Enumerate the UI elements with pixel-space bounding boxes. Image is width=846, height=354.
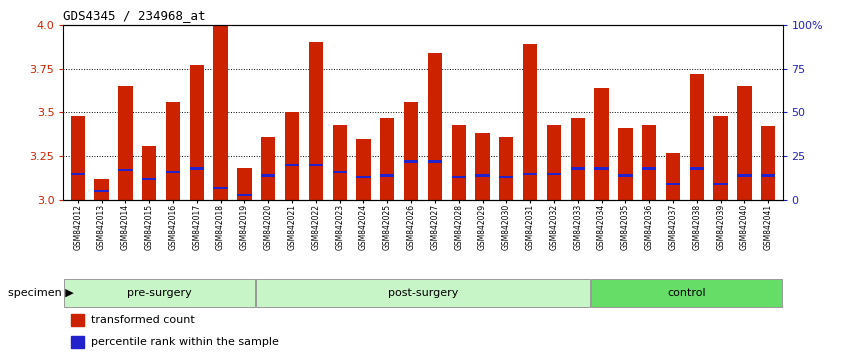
Bar (95, 190, 108, 192)
Text: post-surgery: post-surgery (387, 288, 459, 298)
Text: specimen ▶: specimen ▶ (8, 288, 74, 298)
Bar (332, 171, 347, 173)
Bar (713, 116, 728, 200)
Bar (166, 102, 180, 200)
Bar (452, 125, 466, 200)
Bar (213, 187, 228, 189)
Bar (666, 183, 680, 185)
Bar (428, 160, 442, 162)
Bar (70, 336, 84, 348)
Bar (523, 44, 537, 200)
Bar (591, 279, 782, 307)
Bar (738, 175, 751, 177)
Text: pre-surgery: pre-surgery (127, 288, 192, 298)
Text: percentile rank within the sample: percentile rank within the sample (91, 337, 278, 347)
Bar (255, 279, 591, 307)
Bar (356, 176, 371, 178)
Bar (95, 179, 108, 200)
Bar (618, 128, 633, 200)
Bar (738, 86, 751, 200)
Bar (70, 173, 85, 175)
Bar (523, 173, 537, 175)
Bar (190, 167, 204, 170)
Bar (285, 113, 299, 200)
Bar (428, 53, 442, 200)
Bar (261, 175, 275, 177)
Bar (547, 125, 561, 200)
Bar (642, 125, 656, 200)
Bar (642, 167, 656, 170)
Bar (713, 183, 728, 185)
Bar (452, 176, 466, 178)
Bar (261, 137, 275, 200)
Text: GDS4345 / 234968_at: GDS4345 / 234968_at (63, 9, 206, 22)
Bar (285, 164, 299, 166)
Bar (571, 118, 585, 200)
Bar (166, 171, 180, 173)
Bar (761, 126, 776, 200)
Bar (380, 175, 394, 177)
Bar (142, 178, 157, 180)
Bar (666, 153, 680, 200)
Bar (475, 133, 490, 200)
Text: transformed count: transformed count (91, 315, 195, 325)
Bar (475, 175, 490, 177)
Bar (761, 175, 776, 177)
Bar (595, 88, 609, 200)
Bar (118, 169, 133, 171)
Bar (380, 118, 394, 200)
Bar (618, 175, 633, 177)
Bar (64, 279, 255, 307)
Bar (404, 160, 418, 162)
Bar (499, 137, 514, 200)
Bar (689, 167, 704, 170)
Bar (332, 125, 347, 200)
Text: control: control (667, 288, 706, 298)
Bar (571, 167, 585, 170)
Bar (118, 86, 133, 200)
Bar (237, 194, 251, 196)
Bar (190, 65, 204, 200)
Bar (309, 42, 323, 200)
Bar (309, 164, 323, 166)
Bar (142, 146, 157, 200)
Bar (356, 139, 371, 200)
Bar (213, 25, 228, 200)
Bar (689, 74, 704, 200)
Bar (404, 102, 418, 200)
Bar (70, 116, 85, 200)
Bar (499, 176, 514, 178)
Bar (70, 314, 84, 326)
Bar (595, 167, 609, 170)
Bar (547, 173, 561, 175)
Bar (237, 169, 251, 200)
